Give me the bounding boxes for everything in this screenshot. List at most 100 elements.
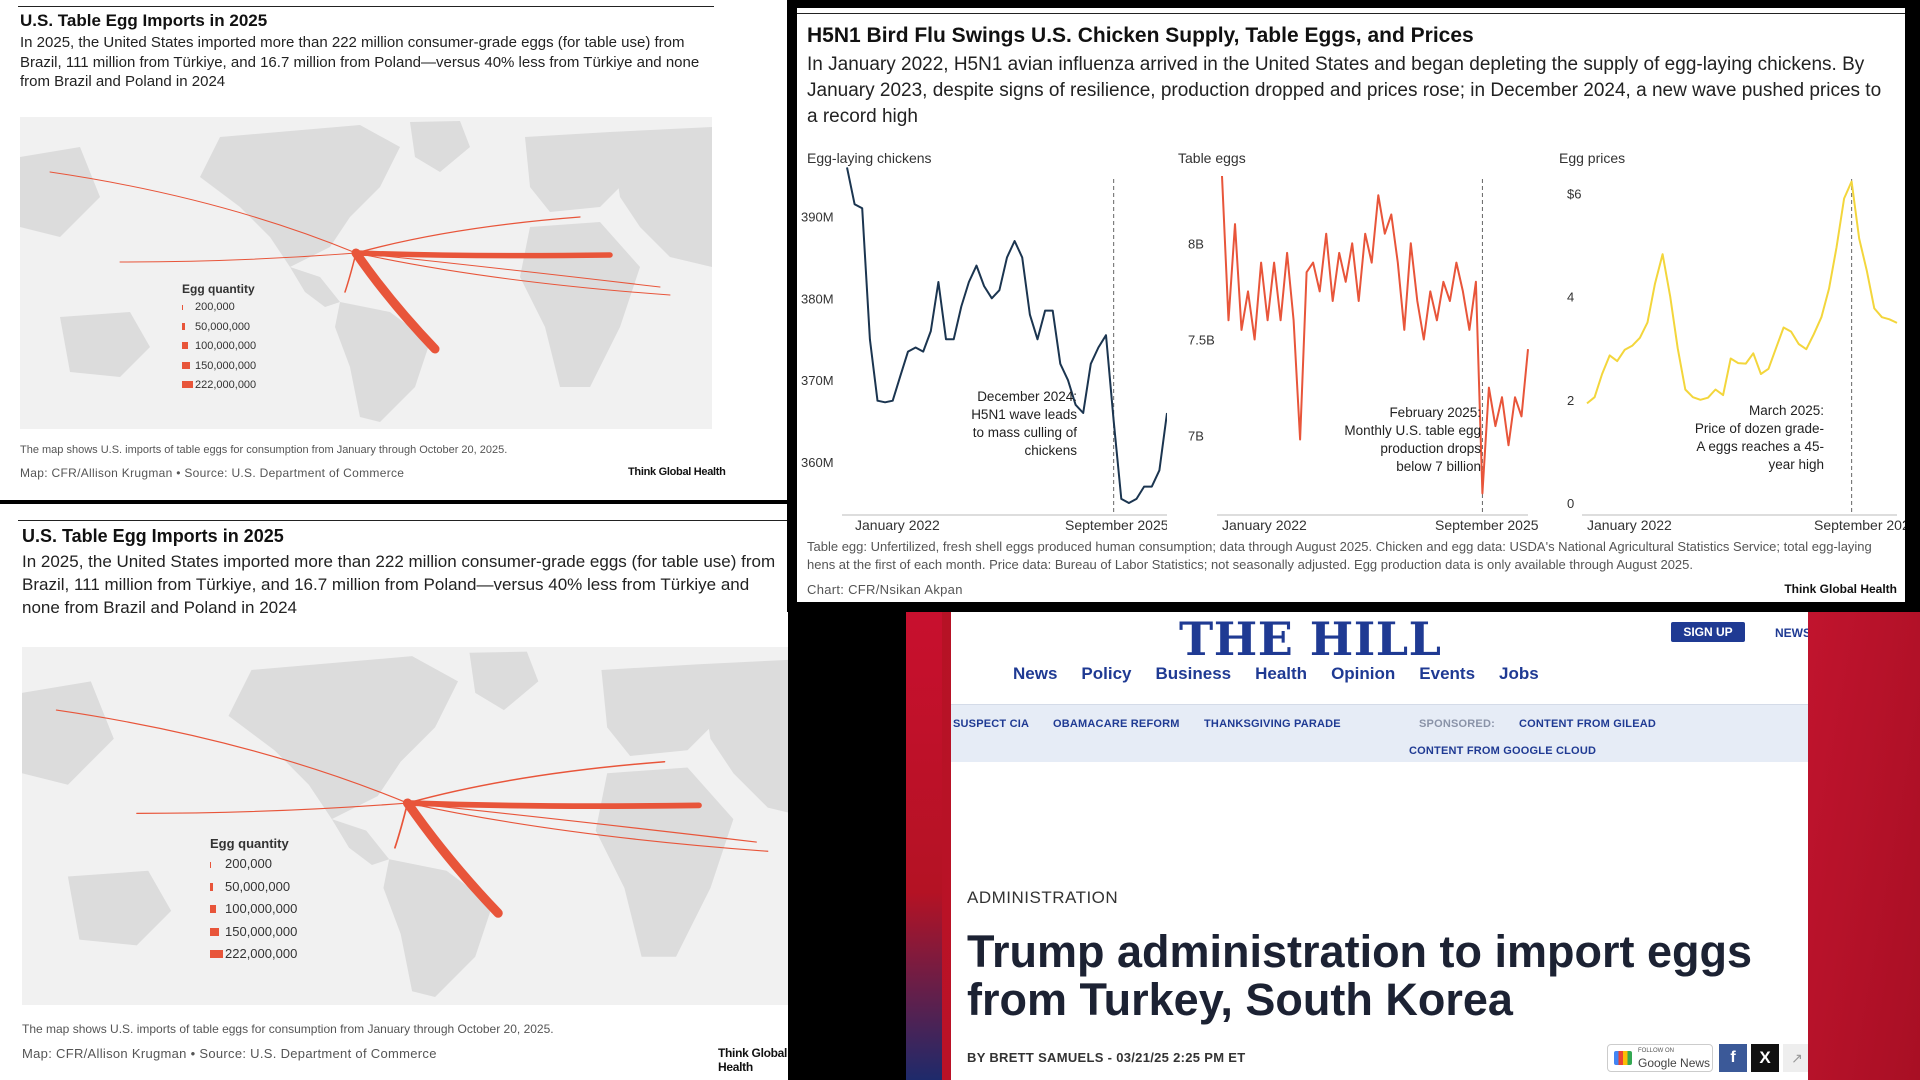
map-svg [22,647,788,1005]
y-tick-label: $6 [1567,186,1581,201]
australia [60,312,150,377]
greenland [410,121,470,172]
central-america [290,267,340,307]
chart-label: Table eggs [1178,150,1246,166]
legend-item: 200,000 [210,853,297,876]
flow-east-2 [406,802,769,852]
share-more-button[interactable]: ↗ [1783,1044,1808,1072]
flow-east-1 [406,802,757,843]
sponsored-link[interactable]: CONTENT FROM GILEAD [1519,718,1657,730]
egg-flow-map [20,117,712,434]
legend-item: 200,000 [182,298,256,318]
y-tick-label: 370M [801,373,834,388]
series-line [846,167,1167,504]
signup-button[interactable]: SIGN UP [1671,622,1745,642]
north-america [228,656,459,820]
map-subtitle: In 2025, the United States imported more… [20,34,700,90]
nav-events[interactable]: Events [1419,664,1476,683]
series-line [1586,180,1898,405]
brand-logo: Think Global Health [718,1046,788,1074]
africa [520,222,640,387]
sponsored-label: SPONSORED: [1419,718,1495,730]
section-label[interactable]: ADMINISTRATION [967,888,1119,907]
nav-opinion[interactable]: Opinion [1331,664,1396,683]
flow-west [136,802,409,814]
flow-europe-north [406,760,666,804]
nav-jobs[interactable]: Jobs [1499,664,1539,683]
flow-lines [55,709,769,918]
east-asia-west [22,681,114,785]
sponsored-link[interactable]: CONTENT FROM GOOGLE CLOUD [1409,745,1597,757]
legend-item: 50,000,000 [210,876,297,899]
y-tick-label: 7.5B [1188,333,1215,348]
y-tick-label: 380M [801,291,834,306]
y-tick-label: 8B [1188,236,1204,251]
chart-subtitle: In January 2022, H5N1 avian influenza ar… [807,54,1882,127]
east-asia-west [20,147,100,237]
chart-credit: Chart: CFR/Nsikan Akpan [807,582,963,597]
map-panel-bottom: U.S. Table Egg Imports in 2025 In 2025, … [0,504,788,1080]
table-eggs-chart: Table eggs 7B 7.5B 8B January 2022 September … [1178,150,1539,533]
legend-item: 222,000,000 [182,376,256,396]
nav-health[interactable]: Health [1255,664,1308,683]
africa [595,767,734,957]
flow-lines [49,171,671,354]
main-nav: News Policy Business Health Opinion Even… [1013,664,1563,684]
y-tick-label: 4 [1567,290,1574,305]
trend-link[interactable]: SUSPECT CIA [953,718,1030,730]
x-tick-label: September 2025 [1435,517,1539,533]
nav-business[interactable]: Business [1155,664,1232,683]
egg-flow-map [22,647,788,1010]
title-rule [18,6,714,7]
chart-title: H5N1 Bird Flu Swings U.S. Chicken Supply… [807,24,1474,47]
flow-far-west [55,709,409,804]
south-america [383,859,493,997]
y-tick-label: 2 [1567,393,1574,408]
facebook-share-button[interactable]: f [1719,1044,1747,1072]
flow-turkiye [353,250,613,259]
chart-annotation: December 2024: H5N1 wave leads to mass cul… [971,389,1077,458]
map-note: The map shows U.S. imports of table eggs… [20,444,508,456]
small-multiples: Egg-laying chickens 360M 370M 380M 390M Janua… [797,143,1905,533]
map-note: The map shows U.S. imports of table eggs… [22,1022,554,1036]
nav-news[interactable]: News [1013,664,1058,683]
trend-link[interactable]: THANKSGIVING PARADE [1204,718,1341,730]
article-headline: Trump administration to import eggs from… [967,926,1753,1025]
brand-logo: Think Global Health [1784,582,1897,596]
chart-annotation: February 2025: Monthly U.S. table egg prod… [1344,405,1481,474]
legend-item: 100,000,000 [182,337,256,357]
legend-title: Egg quantity [210,836,289,851]
the-hill-logo[interactable]: THE HILL [1179,612,1442,666]
legend-title: Egg quantity [182,282,255,296]
x-tick-label: September 2025 [1065,517,1167,533]
google-news-button[interactable]: FOLLOW ON Google News [1607,1044,1713,1072]
legend-item: 150,000,000 [182,357,256,377]
map-svg [20,117,712,429]
x-tick-label: January 2022 [855,517,940,533]
trend-link[interactable]: OBAMACARE REFORM [1053,718,1180,730]
chart-footnote: Table egg: Unfertilized, fresh shell egg… [807,539,1872,572]
y-tick-label: 0 [1567,496,1574,511]
x-share-button[interactable]: X [1751,1044,1779,1072]
map-legend: Egg quantity 200,000 50,000,000 100,000,… [210,836,297,966]
flow-east-1 [355,252,661,288]
google-news-small: FOLLOW ON [1638,1048,1675,1054]
nav-policy[interactable]: Policy [1081,664,1132,683]
egg-prices-chart: Egg prices 0 2 4 $6 January 2022 September 202… [1559,150,1905,533]
flow-west [119,252,357,263]
flow-brazil [351,248,440,354]
newsletter-link[interactable]: NEWS [1775,626,1808,640]
world-map [20,117,712,429]
map-title: U.S. Table Egg Imports in 2025 [20,11,268,30]
flow-east-2 [355,252,671,296]
map-credit: Map: CFR/Allison Krugman • Source: U.S. … [20,466,405,480]
map-subtitle: In 2025, the United States imported more… [22,552,776,617]
x-tick-label: January 2022 [1222,517,1307,533]
greenland [469,651,539,711]
asia [610,127,712,267]
x-tick-label: January 2022 [1587,517,1672,533]
y-tick-label: 390M [801,209,834,224]
google-news-label: Google News [1638,1056,1711,1070]
asia [698,659,788,813]
map-credit: Map: CFR/Allison Krugman • Source: U.S. … [22,1046,437,1061]
